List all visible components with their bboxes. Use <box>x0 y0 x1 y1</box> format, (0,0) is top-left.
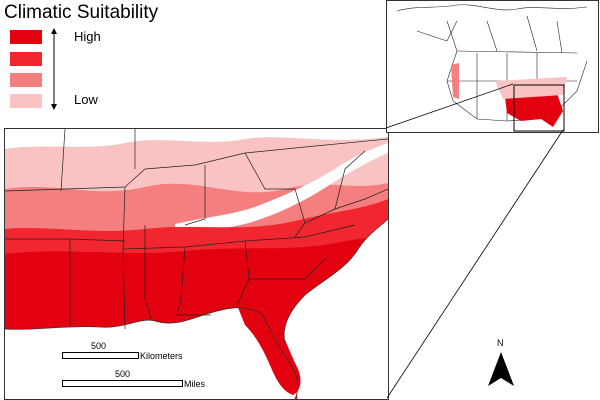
legend-swatch-low <box>10 94 42 108</box>
scale-bar-miles <box>62 380 183 387</box>
scale-miles-value: 500 <box>115 369 131 379</box>
legend-swatch-highest <box>10 30 42 44</box>
scale-km-value: 500 <box>91 341 107 351</box>
legend-low-label: Low <box>74 92 98 107</box>
legend-gradient-arrow <box>51 28 57 110</box>
appalachian-white-strip <box>175 143 388 232</box>
north-arrow-icon <box>488 352 514 386</box>
scale-bar-kilometers <box>62 352 139 359</box>
legend-swatch-medium <box>10 73 42 87</box>
inset-map-north-america[interactable] <box>386 0 599 133</box>
main-map-southeast-us[interactable] <box>4 128 389 400</box>
atlantic-ocean <box>284 219 388 399</box>
north-arrow-label: N <box>497 338 504 348</box>
legend-title: Climatic Suitability <box>4 2 159 23</box>
north-arrow: N <box>486 338 516 390</box>
scale-km-unit: Kilometers <box>140 351 183 361</box>
florida-peninsula <box>237 305 301 395</box>
inset-southeast-suitable-area <box>505 93 563 127</box>
legend-swatch-high <box>10 52 42 66</box>
gulf-of-mexico <box>5 307 298 399</box>
legend-high-label: High <box>74 29 101 44</box>
scale-miles-unit: Miles <box>184 379 206 389</box>
